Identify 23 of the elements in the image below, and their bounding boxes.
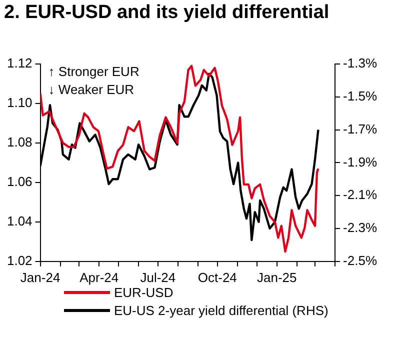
x-tick-label: Oct-24: [198, 270, 237, 285]
legend-label: EUR-USD: [114, 284, 174, 300]
x-tick-label: Jan-25: [256, 270, 297, 285]
y-tick-label: 1.10: [6, 95, 32, 110]
annotation: ↑ Stronger EUR: [48, 64, 140, 80]
y-tick-label: 1.02: [6, 252, 32, 268]
chart-title: 2. EUR-USD and its yield differential: [4, 2, 330, 24]
y2-tick-label: -1.3%: [343, 56, 378, 71]
y2-tick-label: -2.3%: [343, 220, 378, 236]
annotation: ↓ Weaker EUR: [48, 82, 134, 98]
y2-tick-label: -2.5%: [343, 252, 378, 268]
y2-tick-label: -1.9%: [343, 154, 378, 170]
x-tick-label: Apr-24: [80, 270, 119, 285]
y-tick-label: 1.08: [6, 134, 32, 150]
x-tick-label: Jan-24: [20, 270, 60, 285]
legend-label: EU-US 2-year yield differential (RHS): [114, 302, 328, 318]
y-tick-label: 1.04: [6, 214, 32, 228]
y-tick-label: 1.12: [6, 56, 32, 71]
y-tick-label: 1.06: [6, 174, 32, 190]
y2-tick-label: -2.1%: [343, 187, 378, 202]
y2-tick-label: -1.5%: [343, 88, 378, 104]
x-tick-label: Jul-24: [140, 270, 176, 285]
y2-tick-label: -1.7%: [343, 121, 378, 136]
